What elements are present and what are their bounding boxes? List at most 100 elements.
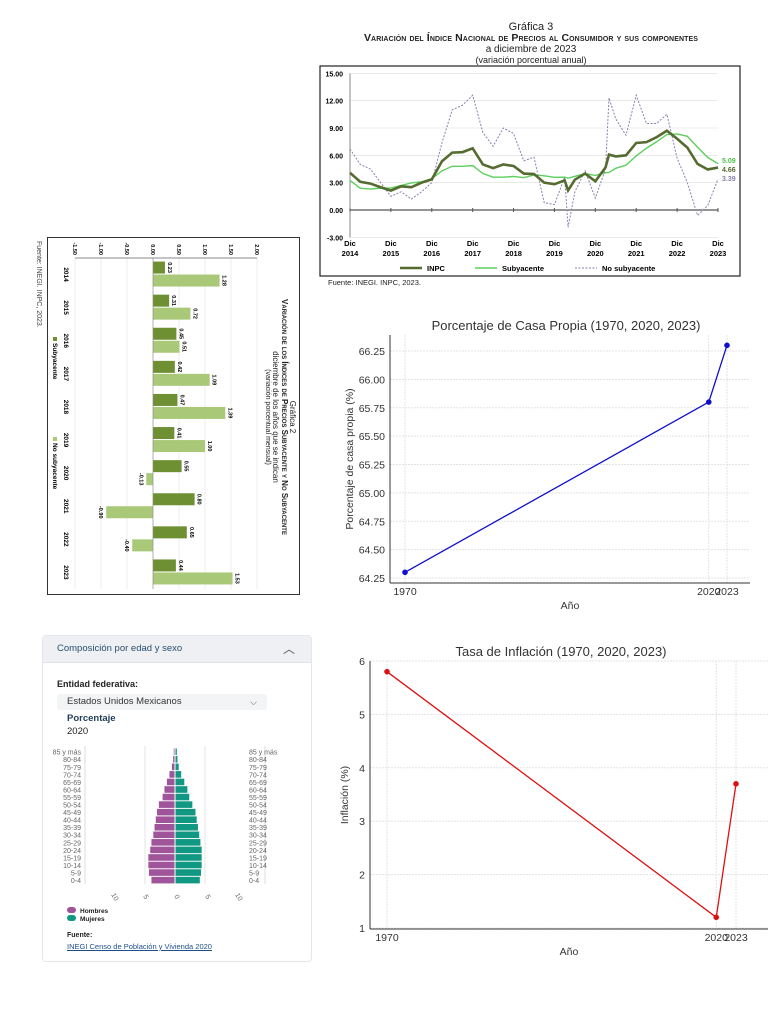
bar-no-subyacente	[153, 274, 220, 287]
x-tick-label: 0	[172, 894, 180, 901]
age-label-right: 20-24	[249, 848, 267, 855]
category-label: 2014	[62, 267, 69, 282]
value-tick-label: -1.00	[97, 242, 103, 255]
data-label: 0.45	[177, 328, 183, 339]
data-label: 1.00	[206, 441, 212, 452]
grafica3-label: Gráfica 3	[508, 21, 554, 33]
bar-subyacente	[153, 393, 178, 406]
y-tick-label: 64.25	[359, 573, 385, 585]
bar-hombres	[173, 748, 175, 756]
y-tick-label: 2	[359, 870, 365, 882]
bar-hombres	[155, 816, 175, 823]
age-label-left: 50-54	[63, 803, 81, 810]
x-tick-label: 2020	[705, 932, 729, 944]
legend-swatch	[53, 437, 57, 441]
age-label-left: 15-19	[63, 855, 81, 862]
bar-hombres	[169, 771, 175, 778]
data-label: 0.55	[183, 461, 189, 472]
data-label: 0.80	[196, 494, 202, 505]
data-label: 0.44	[177, 560, 183, 572]
x-tick-label-month: Dic	[426, 239, 438, 248]
age-label-right: 60-64	[249, 787, 267, 794]
bar-no-subyacente	[153, 373, 210, 386]
bar-hombres	[148, 869, 175, 876]
age-label-left: 80-84	[63, 757, 81, 764]
x-tick-label: 10	[233, 892, 243, 902]
bar-subyacente	[153, 493, 195, 506]
x-tick-label: 5	[203, 894, 211, 901]
bar-no-subyacente	[106, 506, 153, 519]
entity-label: Entidad federativa:	[57, 679, 139, 689]
x-axis-label: Año	[561, 600, 580, 610]
bar-subyacente	[152, 294, 170, 307]
data-label: 0.31	[170, 295, 176, 306]
source-label: Fuente:	[67, 932, 93, 939]
bar-mujeres	[175, 876, 200, 884]
age-label-left: 75-79	[63, 765, 81, 772]
bar-mujeres	[175, 786, 188, 793]
y-tick-label: 65.75	[359, 403, 385, 415]
x-tick-label-month: Dic	[344, 239, 356, 248]
end-value-label: 4.66	[722, 167, 736, 174]
data-point	[705, 399, 712, 405]
age-label-left: 40-44	[63, 818, 81, 825]
x-tick-label: 1970	[375, 932, 399, 944]
x-tick-label-month: Dic	[712, 239, 724, 248]
data-label: 0.42	[176, 361, 182, 372]
legend-mujeres[interactable]: Mujeres	[67, 915, 108, 923]
data-label: -0.90	[97, 506, 103, 519]
y-axis-label: Porcentaje de casa propia (%)	[344, 388, 356, 529]
bar-mujeres	[175, 748, 177, 756]
bar-hombres	[153, 831, 175, 839]
x-tick-label-year: 2020	[587, 249, 604, 258]
entity-select[interactable]: Estados Unidos Mexicanos ⌵	[57, 694, 267, 710]
x-tick-label-year: 2019	[546, 249, 563, 258]
y-tick-label: 6.00	[329, 153, 343, 160]
x-tick-label: 2020	[697, 586, 721, 598]
bar-mujeres	[175, 823, 198, 831]
bar-hombres	[162, 793, 175, 801]
y-tick-label: 3.00	[329, 181, 343, 188]
data-point	[402, 569, 408, 576]
age-label-right: 15-19	[249, 855, 267, 862]
age-label-right: 80-84	[249, 757, 267, 764]
x-tick-label-month: Dic	[589, 239, 601, 248]
age-label-right: 30-34	[249, 833, 267, 840]
legend-label: Subyacente	[502, 264, 544, 273]
bar-mujeres	[175, 771, 182, 778]
legend-label: Subyacente	[51, 343, 58, 380]
y-tick-label: 65.50	[359, 431, 385, 443]
x-tick-label-month: Dic	[385, 239, 397, 248]
measure-label: Porcentaje	[67, 713, 116, 724]
value-tick-label: 1.00	[201, 244, 207, 255]
legend-mujeres-label: Mujeres	[80, 916, 105, 923]
category-label: 2016	[62, 334, 69, 349]
chevron-down-icon: ⌵	[250, 697, 257, 707]
age-label-left: 25-29	[63, 840, 81, 847]
chevron-up-icon[interactable]: ︿	[282, 642, 295, 656]
age-label-left: 35-39	[63, 825, 81, 832]
x-axis-label: Año	[560, 946, 579, 958]
x-tick-label-year: 2018	[505, 249, 522, 258]
y-tick-label: 6	[359, 656, 365, 668]
bar-mujeres	[175, 763, 179, 771]
x-tick-label: 2023	[715, 586, 739, 598]
bar-mujeres	[175, 801, 193, 808]
age-label-left: 20-24	[63, 848, 81, 855]
age-label-left: 85 y más	[53, 750, 82, 757]
panel-header[interactable]: Composición por edad y sexo ︿	[43, 636, 311, 663]
y-tick-label: 66.25	[359, 346, 385, 358]
data-point	[724, 342, 730, 349]
legend-swatch	[53, 337, 57, 341]
entity-value: Estados Unidos Mexicanos	[67, 696, 182, 707]
source-link[interactable]: INEGI Censo de Población y Vivienda 2020	[67, 942, 212, 951]
x-tick-label-month: Dic	[671, 239, 683, 248]
value-tick-label: 1.50	[227, 244, 233, 255]
age-label-right: 50-54	[249, 803, 267, 810]
age-label-left: 45-49	[63, 810, 81, 817]
y-axis-label: Inflación (%)	[339, 766, 351, 824]
data-label: 0.23	[166, 262, 172, 273]
y-tick-label: 3	[359, 816, 365, 828]
legend-hombres[interactable]: Hombres	[67, 907, 108, 915]
y-tick-label: 65.00	[359, 488, 385, 500]
